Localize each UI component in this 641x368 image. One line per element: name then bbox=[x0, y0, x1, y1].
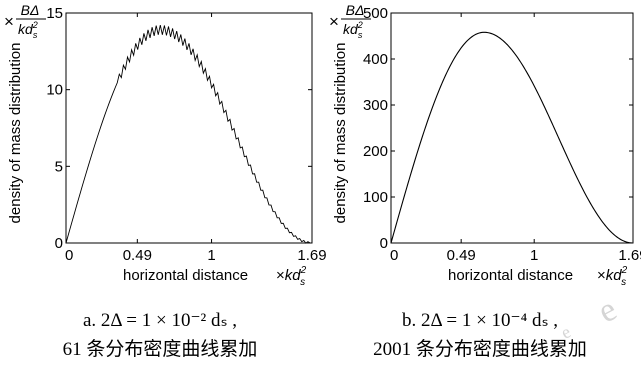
chart-b: 0 0.49 1 1.69 0 100 200 300 400 500 horizontal dis… bbox=[329, 2, 641, 288]
x-axis-label: horizontal distance bbox=[448, 267, 573, 284]
x-tick-label: 1 bbox=[207, 247, 215, 264]
y-unit-times: × bbox=[4, 12, 14, 31]
x-axis-label: horizontal distance bbox=[123, 267, 248, 284]
y-unit-denominator: kd2 s bbox=[343, 20, 363, 40]
caption-b: b. 2Δ = 1 × 10⁻⁴ dₛ , 2001 条分布密度曲线累加 bbox=[320, 306, 640, 364]
x-tick-label: 0 bbox=[390, 247, 398, 264]
y-unit-numerator: BΔ bbox=[21, 2, 40, 18]
x-tick-label: 1.69 bbox=[618, 247, 641, 264]
y-tick-label: 0 bbox=[55, 235, 63, 252]
caption-a-line2: 61 条分布密度曲线累加 bbox=[62, 339, 258, 360]
y-tick-label: 400 bbox=[363, 51, 388, 68]
y-tick-label: 15 bbox=[46, 5, 63, 22]
y-axis-label: density of mass distribution bbox=[332, 43, 349, 224]
x-unit: ×kd2 s bbox=[597, 265, 628, 288]
caption-b-line1: b. 2Δ = 1 × 10⁻⁴ dₛ , bbox=[401, 310, 559, 331]
data-line bbox=[390, 31, 634, 244]
plot-frame bbox=[390, 12, 634, 244]
data-line bbox=[65, 24, 313, 244]
x-tick-label: 0.49 bbox=[447, 247, 476, 264]
y-axis-label: density of mass distribution bbox=[7, 43, 24, 224]
y-tick-label: 500 bbox=[363, 5, 388, 22]
y-tick-label: 5 bbox=[55, 158, 63, 175]
plot-frame bbox=[65, 12, 313, 244]
chart-a: 0 0.49 1 1.69 0 5 10 15 horizontal distance ×kd2 s… bbox=[4, 2, 327, 288]
y-tick-label: 100 bbox=[363, 189, 388, 206]
caption-a-line1: a. 2Δ = 1 × 10⁻² dₛ , bbox=[82, 310, 238, 331]
x-tick-label: 1.69 bbox=[297, 247, 326, 264]
caption-a: a. 2Δ = 1 × 10⁻² dₛ , 61 条分布密度曲线累加 bbox=[0, 306, 320, 364]
y-tick-label: 300 bbox=[363, 97, 388, 114]
y-unit-times: × bbox=[329, 12, 339, 31]
y-unit-numerator: BΔ bbox=[346, 2, 365, 18]
x-tick-label: 0 bbox=[65, 247, 73, 264]
x-tick-label: 1 bbox=[530, 247, 538, 264]
y-tick-label: 0 bbox=[380, 235, 388, 252]
y-unit-denominator: kd2 s bbox=[18, 20, 38, 40]
x-unit: ×kd2 s bbox=[276, 265, 307, 288]
caption-b-line2: 2001 条分布密度曲线累加 bbox=[373, 339, 587, 360]
y-tick-label: 10 bbox=[46, 82, 63, 99]
y-tick-label: 200 bbox=[363, 143, 388, 160]
x-tick-label: 0.49 bbox=[123, 247, 152, 264]
